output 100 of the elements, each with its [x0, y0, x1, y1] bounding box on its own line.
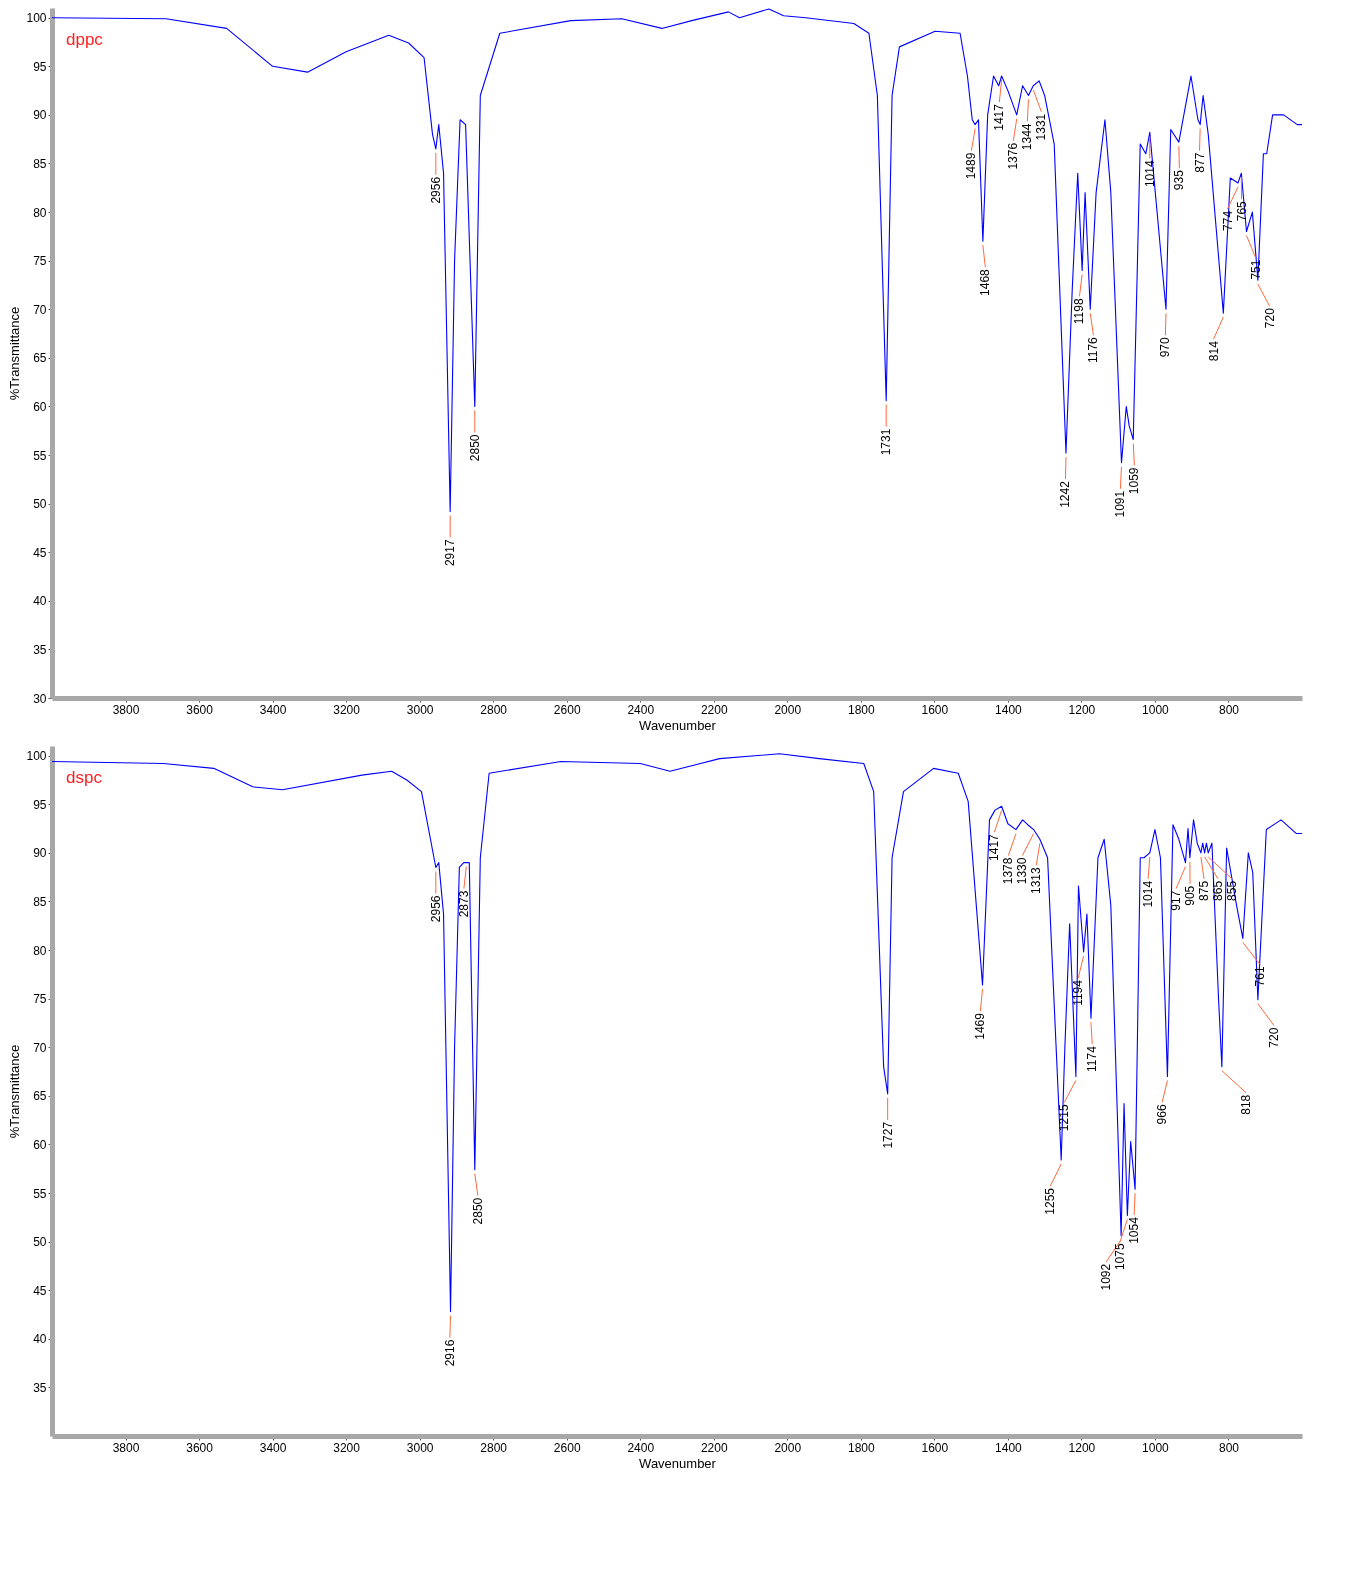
annotation: 761	[1252, 966, 1267, 987]
annotation: 2917	[443, 539, 458, 567]
x-tick-label: 3600	[186, 702, 214, 717]
y-tick-label: 55	[33, 1186, 47, 1201]
x-tick-label: 2000	[774, 702, 802, 717]
annotation: 720	[1266, 1027, 1281, 1048]
y-tick-label: 95	[33, 797, 47, 812]
y-tick-label: 70	[33, 1040, 47, 1055]
x-tick-label: 1000	[1142, 1440, 1170, 1455]
annotation: 818	[1238, 1094, 1253, 1115]
series-label: dppc	[66, 30, 104, 49]
annotation: 905	[1183, 885, 1198, 906]
annotation: 1330	[1015, 857, 1030, 885]
annotation: 2850	[467, 434, 482, 462]
y-tick-label: 50	[33, 1235, 47, 1250]
x-tick-label: 3000	[406, 702, 434, 717]
annotation: 2956	[428, 895, 443, 923]
annotation: 1014	[1142, 160, 1157, 188]
y-tick-label: 80	[33, 943, 47, 958]
annotation: 1054	[1127, 1216, 1142, 1244]
x-axis-title: Wavenumber	[639, 717, 717, 733]
annotation: 1174	[1085, 1045, 1100, 1072]
annotation: 875	[1197, 880, 1212, 901]
x-tick-label: 1800	[847, 1440, 875, 1455]
y-tick-label: 60	[33, 1137, 47, 1152]
annotation: 1014	[1141, 880, 1156, 908]
y-tick-label: 80	[33, 205, 47, 220]
x-tick-label: 3400	[259, 702, 287, 717]
y-tick-label: 70	[33, 302, 47, 317]
annotation: 2850	[470, 1197, 485, 1225]
annotation: 2916	[442, 1339, 457, 1367]
x-tick-label: 1600	[921, 702, 949, 717]
y-axis-title: %Transmittance	[7, 1044, 23, 1139]
annotation: 1092	[1099, 1263, 1114, 1291]
annotation: 1091	[1113, 490, 1128, 518]
annotation: 970	[1158, 336, 1173, 358]
y-tick-label: 35	[33, 1380, 47, 1395]
x-tick-label: 3600	[186, 1440, 214, 1455]
x-tick-label: 3200	[333, 702, 361, 717]
x-tick-label: 2800	[480, 1440, 508, 1455]
y-tick-label: 40	[33, 1332, 47, 1347]
x-tick-label: 3400	[259, 1440, 287, 1455]
x-tick-label: 800	[1218, 1440, 1240, 1455]
x-tick-label: 3800	[112, 1440, 140, 1455]
y-tick-label: 100	[26, 11, 47, 26]
y-tick-label: 40	[33, 594, 47, 609]
annotation: 1176	[1086, 336, 1101, 364]
y-tick-label: 100	[26, 749, 47, 764]
annotation: 966	[1155, 1104, 1170, 1125]
y-tick-label: 65	[33, 351, 47, 366]
annotation: 1331	[1034, 113, 1049, 141]
x-axis-title: Wavenumber	[639, 1455, 717, 1471]
annotation: 1469	[973, 1012, 988, 1040]
annotation: 1417	[987, 833, 1002, 861]
annotation: 917	[1169, 890, 1184, 911]
series-label: dspc	[66, 768, 103, 787]
annotation: 865	[1211, 880, 1226, 901]
x-tick-label: 3000	[406, 1440, 434, 1455]
annotation: 1731	[879, 428, 894, 456]
x-tick-label: 2600	[553, 1440, 581, 1455]
x-tick-label: 1200	[1068, 702, 1096, 717]
y-tick-label: 50	[33, 497, 47, 512]
annotation: 1075	[1113, 1243, 1128, 1271]
y-tick-label: 60	[33, 399, 47, 414]
x-tick-label: 3200	[333, 1440, 361, 1455]
y-tick-label: 75	[33, 992, 47, 1007]
y-axis-title: %Transmittance	[7, 306, 23, 401]
annotation: 1198	[1072, 298, 1087, 325]
x-tick-label: 2600	[553, 702, 581, 717]
x-tick-label: 2200	[700, 702, 728, 717]
y-tick-label: 85	[33, 156, 47, 171]
annotation: 2873	[456, 890, 471, 918]
annotation: 2956	[428, 176, 443, 204]
x-tick-label: 2800	[480, 702, 508, 717]
y-tick-label: 65	[33, 1089, 47, 1104]
x-tick-label: 2400	[627, 1440, 655, 1455]
annotation: 765	[1234, 200, 1249, 222]
y-tick-label: 90	[33, 108, 47, 123]
x-tick-label: 1400	[995, 702, 1023, 717]
annotation: 1417	[992, 103, 1007, 131]
annotation: 1378	[1001, 857, 1016, 885]
annotation: 1727	[880, 1121, 895, 1149]
y-tick-label: 35	[33, 642, 47, 657]
x-tick-label: 2000	[774, 1440, 802, 1455]
annotation: 877	[1192, 152, 1207, 173]
y-tick-label: 45	[33, 545, 47, 560]
annotation: 855	[1225, 880, 1239, 901]
y-tick-label: 30	[33, 691, 47, 706]
y-tick-label: 55	[33, 448, 47, 463]
x-tick-label: 1800	[847, 702, 875, 717]
x-tick-label: 1400	[995, 1440, 1023, 1455]
x-tick-label: 2200	[700, 1440, 728, 1455]
x-tick-label: 1200	[1068, 1440, 1096, 1455]
y-tick-label: 75	[33, 254, 47, 269]
line-series	[51, 753, 1303, 1313]
annotation: 1059	[1127, 467, 1142, 495]
x-tick-label: 1000	[1142, 702, 1170, 717]
annotation: 774	[1220, 210, 1235, 231]
annotation: 1489	[964, 152, 979, 180]
annotation: 1376	[1006, 142, 1021, 170]
